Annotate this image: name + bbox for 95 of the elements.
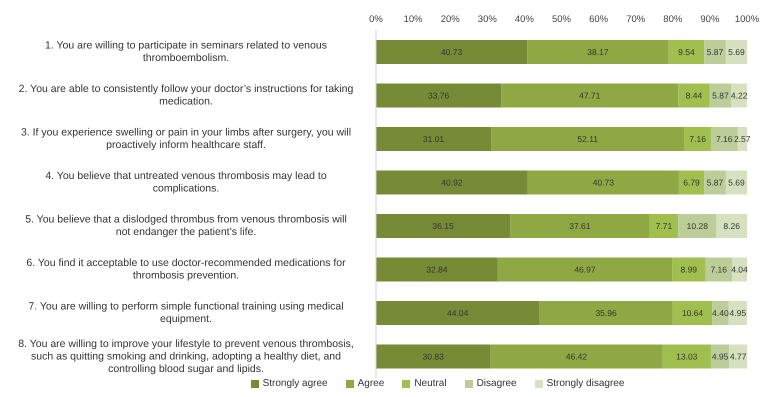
data-label: 44.04: [447, 308, 469, 318]
data-label: 13.03: [676, 352, 698, 362]
data-label: 9.54: [678, 47, 695, 58]
bar: [650, 214, 678, 238]
data-label: 7.16: [710, 264, 728, 275]
data-label: 6.79: [683, 178, 700, 188]
x-tick-label: 40%: [514, 14, 534, 25]
data-label: 37.61: [569, 221, 591, 232]
data-label: 40.73: [440, 47, 462, 58]
bar: [704, 40, 726, 64]
data-label: 30.83: [422, 352, 444, 362]
bar: [510, 214, 650, 238]
bar: [528, 170, 679, 194]
bar: [376, 344, 490, 368]
bar: [376, 301, 540, 325]
data-label: 40.73: [592, 178, 614, 188]
data-label: 7.16: [716, 134, 733, 144]
data-label: 31.01: [422, 134, 444, 144]
data-label: 40.92: [441, 178, 463, 188]
data-label: 10.64: [682, 308, 704, 318]
data-label: 5.69: [728, 47, 745, 58]
bar: [376, 214, 510, 238]
x-tick-label: 70%: [626, 14, 646, 25]
bar: [376, 258, 498, 282]
bar: [678, 84, 710, 108]
y-tick-label: 5. You believe that a dislodged thrombus from venous thrombosis will not endanger the patient’s life.: [25, 213, 347, 238]
y-tick-label: 2. You are able to consistently follow your doctor’s instructions for taking medication.: [18, 82, 354, 108]
bar: [662, 344, 711, 368]
bar: [376, 170, 528, 194]
x-tick-label: 30%: [478, 14, 498, 25]
x-tick-label: 60%: [589, 14, 609, 25]
data-label: 4.95: [712, 352, 729, 362]
y-tick-label: 8. You are willing to improve your lifestyle to prevent venous thrombosis, such as quitting smoking and drinking, adopting a healthy diet, and controlling blood sugar and lipids.: [18, 338, 354, 375]
data-label: 10.28: [686, 221, 708, 232]
y-tick-label: 6. You find it acceptable to use doctor-recommended medications for thrombosis prevention.: [26, 256, 346, 282]
x-tick-label: 50%: [552, 14, 572, 25]
bar: [498, 258, 672, 282]
data-label: 36.15: [432, 221, 454, 232]
y-tick-label: 4. You believe that untreated venous thrombosis may lead to complications.: [45, 170, 327, 194]
bar: [501, 84, 678, 108]
data-label: 46.97: [574, 264, 596, 275]
data-label: 5.87: [706, 47, 724, 58]
bar: [376, 127, 492, 151]
x-tick-label: 10%: [404, 14, 424, 25]
x-tick-label: 20%: [440, 14, 460, 25]
bar: [491, 127, 684, 151]
bar: [710, 84, 732, 108]
bar: [729, 344, 747, 368]
legend-label: Agree: [358, 378, 384, 389]
legend-label: Disagree: [476, 378, 517, 389]
data-label: 4.40: [712, 308, 729, 318]
data-label: 4.77: [730, 352, 747, 362]
data-label: 35.96: [595, 308, 617, 318]
data-label: 7.71: [656, 221, 672, 232]
x-tick-label: 80%: [663, 14, 683, 25]
bar: [678, 170, 704, 194]
bar: [672, 258, 706, 282]
data-label: 4.95: [730, 308, 746, 318]
data-label: 5.87: [706, 178, 724, 188]
bar: [490, 344, 663, 368]
bar: [672, 301, 712, 325]
x-tick-label: 0%: [369, 14, 384, 25]
data-label: 4.22: [730, 90, 748, 101]
legend-label: Strongly agree: [262, 378, 328, 389]
data-label: 52.11: [577, 134, 598, 144]
data-label: 7.16: [689, 134, 706, 144]
data-label: 33.76: [428, 90, 450, 101]
legend-label: Strongly disagree: [546, 378, 624, 389]
bar: [527, 40, 669, 64]
y-tick-label: 3. If you experience swelling or pain in your limbs after surgery, you will proactively inform healthcare staff.: [20, 126, 352, 151]
bar: [705, 258, 732, 282]
data-label: 4.04: [731, 264, 748, 275]
data-label: 38.17: [587, 47, 609, 58]
bar: [678, 214, 716, 238]
x-tick-label: 90%: [700, 14, 720, 25]
data-label: 32.84: [426, 264, 448, 275]
bar: [684, 127, 711, 151]
legend-label: Neutral: [414, 378, 447, 389]
data-label: 5.87: [712, 90, 729, 101]
data-label: 8.99: [680, 264, 698, 275]
y-tick-label: 1. You are willing to participate in seminars related to venous thromboembolism.: [45, 39, 327, 64]
bar: [376, 84, 502, 108]
y-tick-label: 7. You are willing to perform simple functional training using medical equipment.: [28, 300, 344, 325]
bar: [716, 214, 747, 238]
bar: [668, 40, 704, 64]
bar: [704, 170, 726, 194]
data-label: 47.71: [579, 90, 601, 101]
data-label: 2.57: [734, 134, 751, 144]
data-label: 8.44: [686, 90, 702, 101]
data-label: 46.42: [566, 352, 588, 362]
data-label: 5.69: [728, 178, 745, 188]
data-label: 8.26: [723, 221, 740, 232]
bar: [539, 301, 673, 325]
bar: [376, 40, 528, 64]
x-tick-label: 100%: [734, 14, 760, 25]
